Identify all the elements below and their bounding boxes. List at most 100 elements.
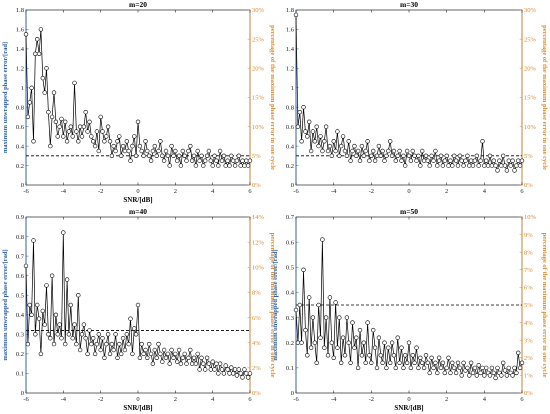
x-tick-label: 2 xyxy=(174,188,177,195)
data-point xyxy=(340,335,346,340)
data-point xyxy=(418,355,423,360)
data-point xyxy=(372,158,378,163)
data-point xyxy=(389,340,395,345)
data-point xyxy=(120,336,126,341)
data-point xyxy=(169,143,174,149)
data-point xyxy=(242,163,247,168)
y-tick-label-right: 30% xyxy=(252,7,265,14)
data-point xyxy=(514,370,519,376)
data-point xyxy=(510,158,515,163)
y-tick-label: 0.2 xyxy=(286,163,294,170)
x-tick-label: 6 xyxy=(248,396,252,403)
y-tick-label: 0 xyxy=(21,182,24,189)
y-tick-label-right: 10% xyxy=(252,124,265,131)
data-point xyxy=(132,326,137,331)
data-point xyxy=(433,148,438,154)
data-point xyxy=(495,168,500,173)
data-point xyxy=(206,361,212,366)
data-point xyxy=(508,163,513,168)
data-point xyxy=(444,365,449,371)
data-point xyxy=(66,129,72,134)
data-point xyxy=(384,153,389,159)
data-point xyxy=(376,143,382,149)
y-tick-label: 1.4 xyxy=(286,46,295,53)
data-point xyxy=(117,134,122,139)
data-point xyxy=(378,353,383,358)
data-point xyxy=(118,153,124,159)
x-tick-label: -4 xyxy=(331,396,337,403)
data-point xyxy=(502,368,508,373)
data-point xyxy=(247,158,253,163)
data-point xyxy=(44,283,49,288)
data-point xyxy=(470,163,476,168)
data-point xyxy=(365,139,370,144)
y-tick-label: 1.8 xyxy=(16,7,24,14)
data-point xyxy=(145,355,150,360)
data-point xyxy=(495,365,500,371)
data-point xyxy=(53,312,59,317)
data-point xyxy=(148,351,154,357)
y-tick-label: 1.8 xyxy=(286,7,294,14)
x-tick-label: -6 xyxy=(293,396,299,403)
data-point xyxy=(429,153,434,159)
data-point xyxy=(487,373,493,378)
y-axis-label-right: percentage of the maximum phase error in… xyxy=(541,233,548,378)
data-point xyxy=(115,355,120,360)
data-point xyxy=(308,345,314,350)
data-point xyxy=(425,158,430,163)
data-point xyxy=(94,129,100,134)
data-point xyxy=(156,148,161,154)
data-point xyxy=(221,371,227,376)
data-point xyxy=(27,100,32,105)
data-point xyxy=(423,353,429,358)
y-tick-label: 0.2 xyxy=(286,340,294,347)
y-tick-label-right: 2% xyxy=(252,365,261,372)
data-point xyxy=(384,365,389,371)
data-point xyxy=(154,153,159,159)
data-point xyxy=(339,143,344,149)
x-tick-label: -6 xyxy=(23,188,29,195)
data-point xyxy=(216,163,221,168)
data-point xyxy=(126,148,131,154)
y-tick-label: 1.2 xyxy=(286,66,294,73)
data-point xyxy=(331,355,336,360)
data-point xyxy=(403,353,408,358)
plot-frame xyxy=(295,9,523,186)
data-point xyxy=(325,148,331,154)
data-point xyxy=(208,158,214,163)
data-point xyxy=(438,365,444,371)
chart-title: m=20 xyxy=(129,0,147,9)
data-point xyxy=(231,158,236,163)
data-point xyxy=(376,335,382,340)
data-point xyxy=(132,134,137,139)
data-point xyxy=(325,353,331,358)
data-point xyxy=(227,163,232,168)
data-point xyxy=(348,360,353,365)
data-point xyxy=(135,119,141,125)
data-point xyxy=(171,355,176,360)
data-point xyxy=(61,134,66,139)
data-point xyxy=(395,335,400,340)
data-point xyxy=(352,143,357,149)
data-point xyxy=(361,340,366,345)
data-point xyxy=(403,163,408,168)
data-point xyxy=(188,143,193,149)
data-point xyxy=(333,300,338,305)
data-point xyxy=(34,36,40,42)
data-point xyxy=(472,158,478,163)
data-point xyxy=(33,332,38,337)
data-point xyxy=(234,373,240,378)
data-point xyxy=(310,129,316,134)
data-point xyxy=(386,345,391,350)
data-point xyxy=(499,373,504,378)
data-point xyxy=(219,158,225,163)
x-tick-label: 4 xyxy=(483,396,487,403)
data-point xyxy=(517,163,523,168)
data-point xyxy=(491,158,496,163)
data-point xyxy=(34,302,40,308)
data-point xyxy=(436,158,442,163)
data-point xyxy=(154,355,159,360)
data-point xyxy=(36,51,42,56)
data-point xyxy=(55,332,60,337)
data-point xyxy=(393,365,398,371)
